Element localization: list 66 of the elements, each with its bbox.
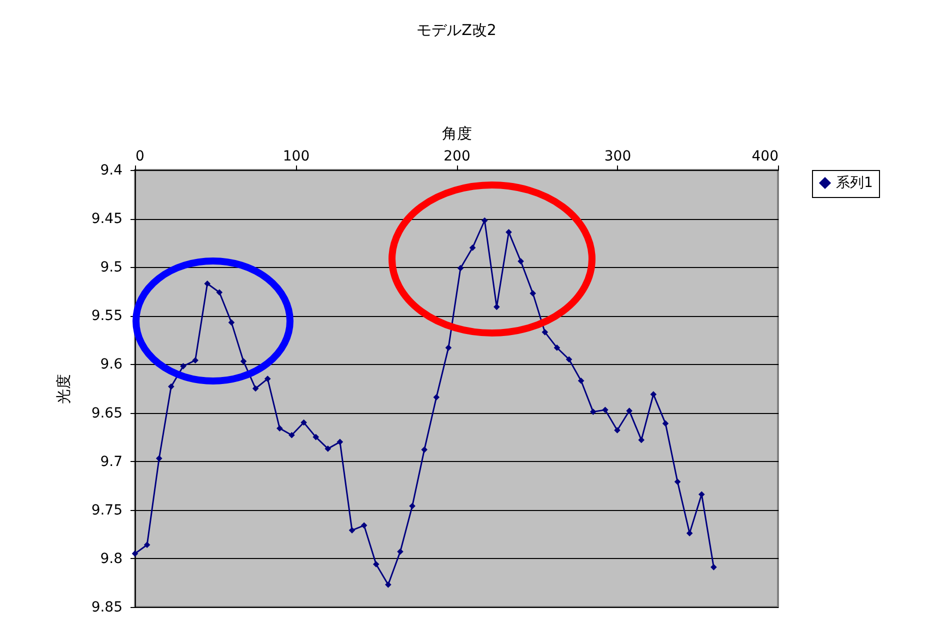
point [554,344,560,351]
point [518,258,524,264]
point [578,378,584,384]
point [204,280,210,287]
x-axis-title: 角度 [442,124,472,142]
point [710,564,717,570]
y-tick-label: 9.7 [100,454,122,470]
point [240,358,247,364]
y-tick-label: 9.85 [91,600,122,616]
point [156,455,162,462]
point [662,420,669,427]
point [216,289,223,296]
point [421,446,428,453]
point [469,244,476,251]
x-tick-label: 400 [752,148,778,164]
point [144,542,150,548]
y-tick-label: 9.6 [100,356,123,373]
point [288,432,295,438]
x-tick-label: 0 [136,148,144,164]
point [312,434,320,440]
point [506,228,512,236]
point [674,478,681,485]
chart-title: モデルZ改2 [416,21,496,39]
y-tick-label: 9.75 [91,502,122,518]
y-tick-label: 9.4 [100,162,123,178]
y-tick-label: 9.65 [91,405,122,422]
point [228,319,235,326]
point [530,290,536,296]
point [650,391,657,398]
point [372,561,380,568]
x-tick-label: 200 [444,148,470,164]
point [626,408,632,414]
point [590,408,596,415]
y-tick-label: 9.5 [100,260,122,276]
point [300,419,307,426]
point [494,304,500,310]
y-tick-label: 9.8 [100,550,122,567]
point [180,363,186,370]
y-tick-label: 9.45 [91,211,122,228]
point [433,394,440,400]
point [385,582,392,588]
y-tick-label: 9.55 [91,308,122,324]
point [192,357,198,364]
point [348,527,356,534]
point [168,383,174,390]
legend-label: 系列1 [836,175,873,191]
point [542,329,548,336]
point [336,438,344,446]
point [445,344,452,351]
point [276,425,283,432]
x-tick-label: 100 [282,148,310,164]
x-tick-label: 300 [604,148,632,164]
point [614,427,620,434]
point [324,446,332,452]
point [481,217,488,224]
point [457,264,464,272]
point [409,502,416,510]
y-axis-title: 光度 [54,374,72,404]
point [602,406,608,414]
point [397,548,404,555]
point [638,436,645,444]
point [360,522,368,529]
point [252,385,259,392]
point [264,376,271,382]
point [566,356,572,363]
point [686,530,693,536]
